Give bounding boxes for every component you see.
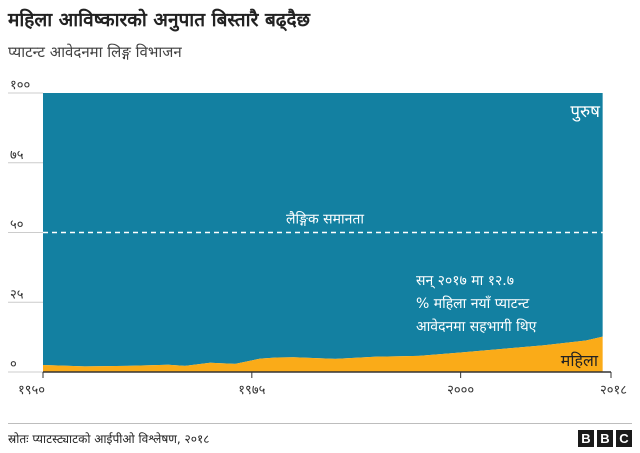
- x-tick-label: २०००: [447, 383, 474, 398]
- bbc-logo: B B C: [578, 430, 632, 447]
- bbc-logo-letter: B: [578, 430, 594, 447]
- bbc-logo-letter: B: [597, 430, 613, 447]
- annotation-line: सन् २०१७ मा १२.७: [416, 273, 514, 289]
- series-label-female: महिला: [561, 351, 599, 370]
- y-tick-label: २५: [10, 287, 24, 302]
- y-tick-label: १००: [10, 78, 30, 93]
- chart-title: महिला आविष्कारको अनुपात बिस्तारै बढ्दैछ: [8, 9, 310, 31]
- series-label-male: पुरुष: [570, 102, 601, 122]
- series-area-female: [43, 336, 603, 372]
- footer-divider: [8, 423, 632, 424]
- bbc-logo-letter: C: [616, 430, 632, 447]
- x-tick-label: १९७५: [238, 383, 265, 398]
- y-tick-label: ०: [10, 357, 17, 372]
- chart-subtitle: प्याटन्ट आवेदनमा लिङ्ग विभाजन: [8, 43, 182, 61]
- y-tick-label: ५०: [10, 218, 24, 233]
- series-area-male: [43, 93, 603, 367]
- annotation-line: आवेदनमा सहभागी थिए: [416, 318, 537, 335]
- y-tick-label: ७५: [10, 148, 24, 163]
- parity-label: लैङ्गिक समानता: [286, 211, 364, 228]
- x-tick-label: १९५०: [18, 383, 45, 398]
- source-note: स्रोतः प्याटस्ट्याटको आईपीओ विश्लेषण, २०…: [8, 432, 210, 446]
- annotation-line: % महिला नयाँ प्याटन्ट: [416, 295, 530, 312]
- x-tick-label: २०१८: [600, 383, 627, 398]
- area-chart: ० २५ ५० ७५ १०० १९५० १९७५ २००० २०१८ लैङ्गिक समानता…: [8, 78, 627, 398]
